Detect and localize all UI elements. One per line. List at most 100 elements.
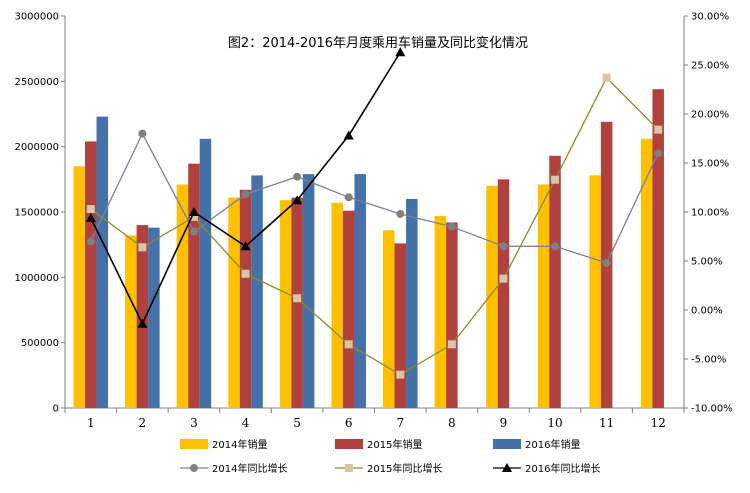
data-point <box>188 207 199 216</box>
x-tick-label: 1 <box>87 416 95 430</box>
bar <box>96 116 109 408</box>
series-line <box>90 132 659 264</box>
bar <box>228 197 240 408</box>
data-point <box>602 73 611 82</box>
y-right-tick-label: 10.00% <box>691 208 729 219</box>
legend-label: 2016年同比增长 <box>525 462 600 475</box>
bar <box>434 215 447 408</box>
bar <box>331 202 343 408</box>
legend-swatch <box>493 439 521 449</box>
data-point <box>499 242 508 251</box>
data-point <box>343 130 354 140</box>
bar <box>652 89 664 408</box>
y-left-tick-label: 0 <box>53 404 59 415</box>
chart-title: 图2：2014-2016年月度乘用车销量及同比变化情况 <box>228 35 528 51</box>
data-point <box>396 370 405 379</box>
legend-swatch <box>335 439 363 449</box>
data-point <box>86 237 95 246</box>
y-right-tick-label: -5.00% <box>691 355 726 366</box>
bar <box>394 243 407 408</box>
bar <box>354 174 366 408</box>
bar <box>589 175 601 408</box>
bar <box>279 200 292 408</box>
x-tick-label: 11 <box>599 416 614 430</box>
bar <box>497 179 510 408</box>
legend-label: 2015年同比增长 <box>367 462 442 475</box>
data-point <box>551 175 560 184</box>
x-tick-label: 3 <box>190 416 198 430</box>
data-point <box>344 193 353 202</box>
bar <box>446 222 458 408</box>
data-point <box>138 243 147 252</box>
data-point <box>189 227 198 236</box>
bar <box>199 138 212 408</box>
series-line <box>90 76 659 376</box>
y-left-tick-label: 2000000 <box>14 142 59 153</box>
bar <box>239 189 252 408</box>
data-point <box>447 340 456 349</box>
legend-label: 2016年销量 <box>525 438 580 451</box>
bar <box>549 155 561 408</box>
bar <box>188 163 200 408</box>
legend-swatch <box>180 439 208 449</box>
y-left-tick-label: 3000000 <box>14 12 59 23</box>
y-left-tick-label: 500000 <box>21 338 59 349</box>
y-right-tick-label: -10.00% <box>691 404 733 415</box>
x-tick-label: 4 <box>242 416 250 430</box>
data-point <box>447 222 456 231</box>
x-tick-label: 7 <box>396 416 404 430</box>
x-tick-label: 12 <box>651 416 666 430</box>
y-left-tick-label: 1500000 <box>14 208 59 219</box>
data-point <box>241 269 250 278</box>
y-right-tick-label: 20.00% <box>691 110 729 121</box>
bar <box>383 230 395 408</box>
data-point <box>85 212 96 222</box>
y-left-tick-label: 2500000 <box>14 77 59 88</box>
bar <box>640 138 653 408</box>
x-tick-label: 10 <box>547 416 562 430</box>
bar <box>125 235 137 408</box>
y-right-tick-label: 15.00% <box>691 159 729 170</box>
x-tick-label: 2 <box>139 416 147 430</box>
x-tick-label: 8 <box>448 416 456 430</box>
y-left-tick-label: 1000000 <box>14 273 59 284</box>
legend-marker <box>502 463 512 472</box>
data-point <box>292 195 303 205</box>
data-point <box>396 209 405 218</box>
data-point <box>137 318 148 328</box>
data-point <box>240 241 251 251</box>
y-right-tick-label: 25.00% <box>691 61 729 72</box>
legend-label: 2014年同比增长 <box>212 462 287 475</box>
data-point <box>293 172 302 181</box>
legend-label: 2014年销量 <box>212 438 267 451</box>
data-point <box>499 274 508 283</box>
data-point <box>551 242 560 251</box>
x-tick-label: 5 <box>293 416 301 430</box>
data-point <box>86 205 95 214</box>
bar <box>73 166 86 408</box>
data-point <box>654 125 663 134</box>
bar <box>136 225 149 408</box>
x-tick-label: 6 <box>345 416 353 430</box>
data-point <box>602 258 611 267</box>
data-point <box>654 149 663 158</box>
bar <box>251 175 263 408</box>
bar <box>85 141 97 408</box>
bar <box>406 198 418 408</box>
bar <box>148 227 160 408</box>
bar <box>486 185 498 408</box>
y-right-tick-label: 0.00% <box>691 306 723 317</box>
data-point <box>189 212 198 221</box>
data-point <box>241 190 250 199</box>
data-point <box>293 294 302 303</box>
legend-marker <box>190 464 198 472</box>
bar <box>291 197 303 408</box>
data-point <box>395 47 406 57</box>
bar <box>537 184 550 408</box>
data-point <box>138 129 147 138</box>
x-tick-label: 9 <box>500 416 508 430</box>
legend-label: 2015年销量 <box>367 438 422 451</box>
legend-marker <box>345 464 353 472</box>
